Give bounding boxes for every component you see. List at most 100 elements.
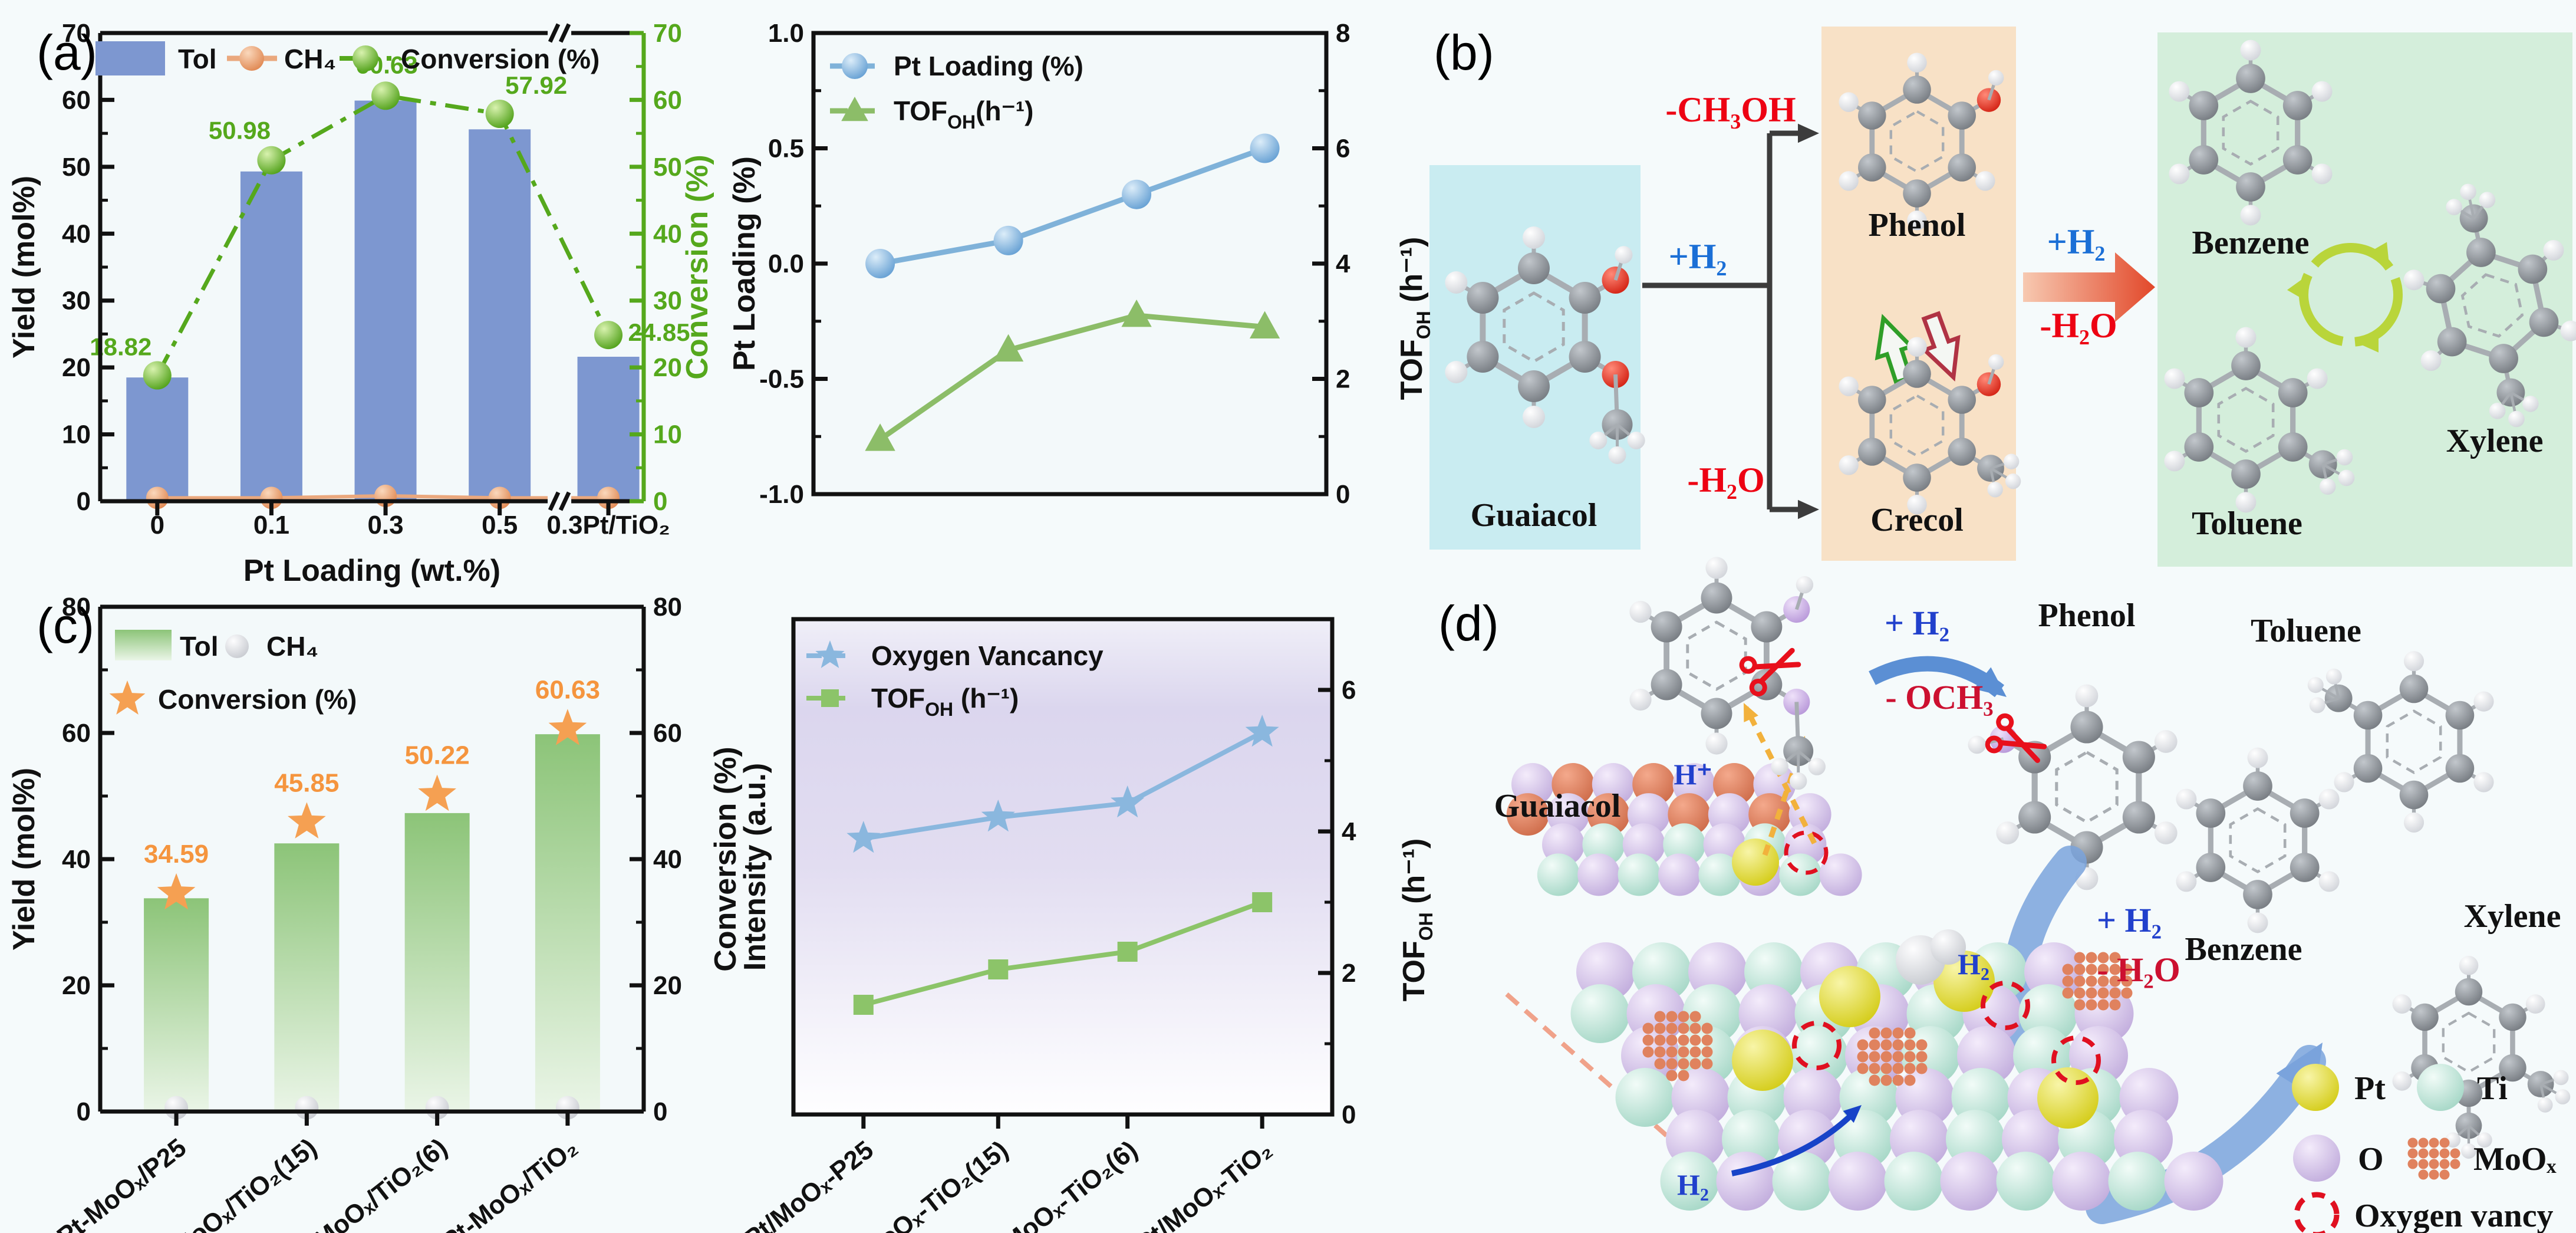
c1-y-axis-title: Yield (mol%) (7, 768, 41, 951)
phenol-molecule (1839, 52, 2004, 231)
svg-text:30: 30 (62, 287, 91, 315)
bar-tol (240, 171, 302, 502)
bar-tol (577, 356, 640, 501)
guaiacol-label: Guaiacol (1471, 497, 1597, 534)
svg-text:60: 60 (62, 719, 91, 748)
svg-text:0: 0 (77, 1097, 91, 1126)
panel-c-label: (c) (37, 598, 94, 653)
svg-text:24.85: 24.85 (628, 318, 690, 346)
panel-d-mechanism-scheme (1505, 557, 2571, 1233)
svg-text:60: 60 (62, 86, 91, 114)
pt-loading-marker (1250, 133, 1280, 163)
oxygen-vacancy-circle (2051, 1035, 2101, 1085)
tol-bars (126, 100, 640, 502)
ch4-marker (555, 1096, 579, 1120)
svg-text:8: 8 (1336, 19, 1350, 48)
a2-legend-marker-circle (842, 53, 868, 79)
ch4-marker (164, 1096, 189, 1120)
a2-y-axis-title: Pt Loading (%) (727, 156, 762, 371)
svg-text:Pt/MoOₓ-P25: Pt/MoOₓ-P25 (739, 1135, 879, 1233)
svg-text:4: 4 (1336, 249, 1350, 278)
c2-legend-oxygen-vacancy: Oxygen Vancancy (871, 640, 1103, 671)
minus-h2o-label: -H₂O (1687, 461, 1764, 499)
c2-y-axis-title: Intensity (a.u.) (738, 763, 772, 971)
ch4-marker (295, 1096, 319, 1120)
legend-moox-icon (2407, 1137, 2460, 1180)
moox-tio2-close-up-slab (1506, 763, 1862, 896)
conversion-marker (594, 321, 623, 350)
d-h-plus-label: H⁺ (1674, 758, 1712, 791)
svg-text:50.22: 50.22 (405, 741, 470, 770)
svg-text:-1.0: -1.0 (759, 480, 804, 509)
tof-square (853, 995, 874, 1015)
conversion-star (548, 709, 587, 745)
d-phenol-label: Phenol (2038, 597, 2136, 634)
xylene-molecule (2403, 183, 2576, 428)
d-toluene-molecule (2307, 651, 2494, 833)
svg-text:70: 70 (62, 19, 91, 48)
oxygen-vacancy-circle (1981, 981, 2030, 1030)
oxygen-vacancy-circle (1784, 830, 1829, 875)
guaiacol-molecule (1445, 226, 1645, 464)
d-legend (2292, 1064, 2464, 1233)
c1-right-axis-title: Conversion (%) (709, 747, 743, 971)
tof-square (1252, 892, 1273, 912)
svg-text:Pt/MoOₓ-TiO₂: Pt/MoOₓ-TiO₂ (1131, 1135, 1277, 1233)
legend-pt-icon (2292, 1064, 2339, 1111)
ch4-marker (260, 486, 283, 509)
c1-legend-ch4: CH₄ (266, 631, 318, 662)
d-benzene-molecule (2176, 747, 2340, 933)
ch4-marker (146, 486, 169, 509)
svg-text:20: 20 (653, 971, 682, 1000)
svg-text:0.0: 0.0 (768, 249, 804, 278)
c1-tol-bars (144, 734, 600, 1112)
pt-loading-marker (993, 225, 1023, 255)
bond-scissors-icon (1985, 713, 2047, 763)
pt-loading-marker (1122, 179, 1152, 209)
panel-c-right-chart: 0246Pt/MoOₓ-P25Pt/MoOₓ-TiO₂(15)Pt/MoOₓ-T… (739, 617, 1356, 1233)
moox-cluster (1857, 1027, 1928, 1086)
c2-legend-tof: TOFOH (h⁻¹) (871, 683, 1019, 720)
svg-text:0.5: 0.5 (482, 511, 518, 540)
bar-tol (144, 898, 209, 1112)
d-legend-o-label: O (2358, 1141, 2384, 1178)
ch4-marker (597, 486, 620, 509)
phenol-label: Phenol (1869, 207, 1966, 244)
conversion-marker (485, 100, 514, 129)
d-legend-vacancy-label: Oxygen vancy (2354, 1198, 2554, 1233)
svg-text:70: 70 (653, 19, 682, 48)
svg-text:10: 10 (62, 420, 91, 449)
d-minus-och3-label: - OCH₃ (1885, 678, 1993, 716)
d-plus-h2-2-label: + H₂ (2097, 901, 2162, 939)
oxygen-vacancy-star (981, 800, 1015, 832)
pt-atom (1732, 839, 1779, 886)
svg-text:57.92: 57.92 (505, 71, 567, 99)
svg-text:60.63: 60.63 (535, 675, 600, 704)
conversion-marker (143, 361, 172, 390)
panel-a-label: (a) (37, 25, 97, 80)
conversion-star (157, 873, 196, 910)
benzene-molecule (2169, 40, 2333, 226)
c1-legend-swatch-tol (115, 630, 172, 660)
svg-text:0: 0 (653, 487, 667, 516)
svg-text:45.85: 45.85 (274, 768, 339, 797)
d-legend-ti-label: Ti (2477, 1070, 2508, 1107)
a2-right-axis-title: TOFOH (h⁻¹) (1395, 237, 1434, 400)
conversion-star (418, 774, 456, 811)
panel-c-left-chart: 34.59 45.85 50.22 60.63 0 0 20 20 40 40 60 60 80 80 Pt… (52, 593, 682, 1233)
legend-label-conversion: Conversion (%) (401, 44, 599, 74)
products-box (2157, 32, 2572, 567)
arrow-plus-h2-label: +H₂ (2047, 222, 2106, 261)
oxygen-vacancy-star (1111, 785, 1145, 818)
svg-text:6: 6 (1342, 676, 1356, 705)
ch4-marker (488, 486, 511, 509)
conversion-marker (257, 146, 286, 175)
svg-text:60: 60 (653, 86, 682, 114)
a2-legend-tof: TOFOH(h⁻¹) (894, 96, 1034, 133)
xylene-label: Xylene (2446, 423, 2544, 459)
plus-h2-label: +H₂ (1669, 237, 1727, 276)
legend-ti-icon (2417, 1064, 2464, 1111)
panel-b-reaction-scheme (1429, 27, 2576, 567)
